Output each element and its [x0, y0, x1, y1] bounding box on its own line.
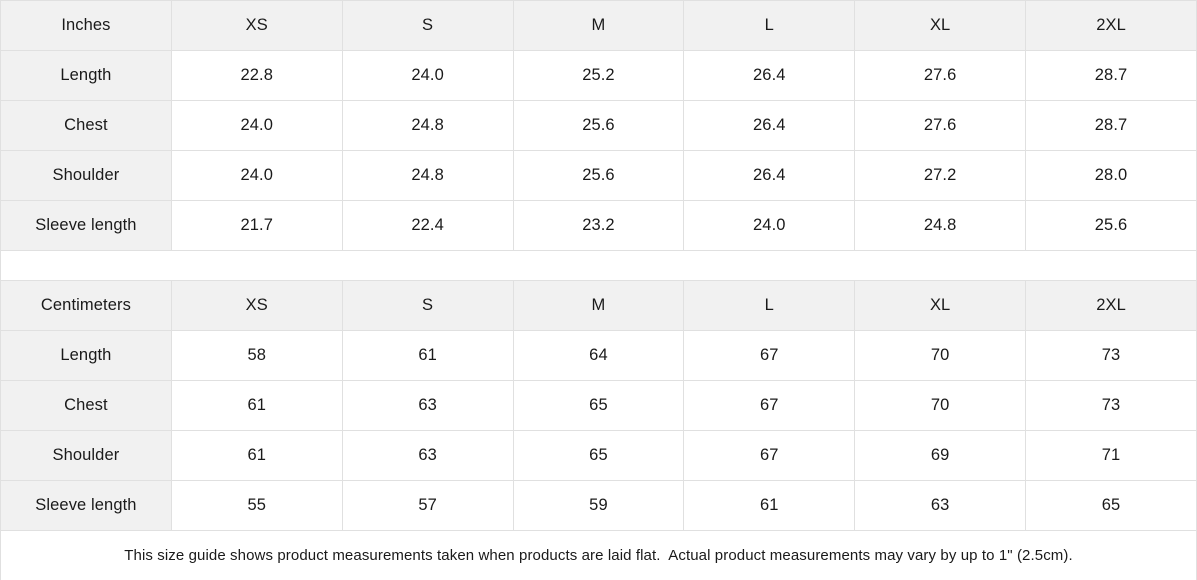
- centimeters-size-col-l: L: [683, 280, 856, 331]
- table-spacer-row: [0, 250, 1197, 281]
- inches-sleeve-length-xs: 21.7: [170, 200, 343, 251]
- centimeters-row-shoulder: Shoulder 61 63 65 67 69 71: [0, 430, 1197, 481]
- inches-unit-label: Inches: [0, 0, 172, 51]
- inches-label-length: Length: [0, 50, 172, 101]
- inches-shoulder-xl: 27.2: [854, 150, 1027, 201]
- inches-size-col-s: S: [341, 0, 514, 51]
- inches-sleeve-length-m: 23.2: [512, 200, 685, 251]
- inches-sleeve-length-xl: 24.8: [854, 200, 1027, 251]
- centimeters-unit-label: Centimeters: [0, 280, 172, 331]
- centimeters-chest-l: 67: [683, 380, 856, 431]
- inches-shoulder-l: 26.4: [683, 150, 856, 201]
- centimeters-header-row: Centimeters XS S M L XL 2XL: [0, 280, 1197, 331]
- inches-chest-2xl: 28.7: [1025, 100, 1197, 151]
- centimeters-size-col-xs: XS: [170, 280, 343, 331]
- centimeters-sleeve-length-s: 57: [341, 480, 514, 531]
- inches-length-xl: 27.6: [854, 50, 1027, 101]
- inches-shoulder-s: 24.8: [341, 150, 514, 201]
- centimeters-chest-s: 63: [341, 380, 514, 431]
- centimeters-row-length: Length 58 61 64 67 70 73: [0, 330, 1197, 381]
- inches-length-m: 25.2: [512, 50, 685, 101]
- centimeters-row-sleeve-length: Sleeve length 55 57 59 61 63 65: [0, 480, 1197, 531]
- inches-chest-s: 24.8: [341, 100, 514, 151]
- inches-row-length: Length 22.8 24.0 25.2 26.4 27.6 28.7: [0, 50, 1197, 101]
- centimeters-label-length: Length: [0, 330, 172, 381]
- inches-chest-l: 26.4: [683, 100, 856, 151]
- centimeters-size-col-s: S: [341, 280, 514, 331]
- centimeters-label-sleeve-length: Sleeve length: [0, 480, 172, 531]
- inches-length-l: 26.4: [683, 50, 856, 101]
- inches-size-col-xl: XL: [854, 0, 1027, 51]
- centimeters-shoulder-m: 65: [512, 430, 685, 481]
- centimeters-sleeve-length-xs: 55: [170, 480, 343, 531]
- centimeters-sleeve-length-xl: 63: [854, 480, 1027, 531]
- inches-shoulder-2xl: 28.0: [1025, 150, 1197, 201]
- centimeters-chest-xl: 70: [854, 380, 1027, 431]
- inches-chest-xl: 27.6: [854, 100, 1027, 151]
- size-guide-note: This size guide shows product measuremen…: [0, 530, 1197, 580]
- inches-label-sleeve-length: Sleeve length: [0, 200, 172, 251]
- centimeters-label-chest: Chest: [0, 380, 172, 431]
- inches-sleeve-length-2xl: 25.6: [1025, 200, 1197, 251]
- inches-row-shoulder: Shoulder 24.0 24.8 25.6 26.4 27.2 28.0: [0, 150, 1197, 201]
- inches-size-col-l: L: [683, 0, 856, 51]
- centimeters-label-shoulder: Shoulder: [0, 430, 172, 481]
- inches-label-chest: Chest: [0, 100, 172, 151]
- centimeters-sleeve-length-m: 59: [512, 480, 685, 531]
- centimeters-size-col-xl: XL: [854, 280, 1027, 331]
- inches-shoulder-m: 25.6: [512, 150, 685, 201]
- inches-size-col-m: M: [512, 0, 685, 51]
- centimeters-length-m: 64: [512, 330, 685, 381]
- centimeters-chest-2xl: 73: [1025, 380, 1197, 431]
- centimeters-shoulder-xl: 69: [854, 430, 1027, 481]
- inches-row-sleeve-length: Sleeve length 21.7 22.4 23.2 24.0 24.8 25.6: [0, 200, 1197, 251]
- centimeters-shoulder-l: 67: [683, 430, 856, 481]
- table-spacer-cell: [0, 250, 1197, 281]
- centimeters-length-l: 67: [683, 330, 856, 381]
- inches-length-s: 24.0: [341, 50, 514, 101]
- centimeters-row-chest: Chest 61 63 65 67 70 73: [0, 380, 1197, 431]
- centimeters-length-xs: 58: [170, 330, 343, 381]
- centimeters-size-col-m: M: [512, 280, 685, 331]
- inches-label-shoulder: Shoulder: [0, 150, 172, 201]
- inches-size-col-xs: XS: [170, 0, 343, 51]
- inches-chest-m: 25.6: [512, 100, 685, 151]
- inches-size-col-2xl: 2XL: [1025, 0, 1197, 51]
- inches-row-chest: Chest 24.0 24.8 25.6 26.4 27.6 28.7: [0, 100, 1197, 151]
- centimeters-length-2xl: 73: [1025, 330, 1197, 381]
- centimeters-length-s: 61: [341, 330, 514, 381]
- inches-length-2xl: 28.7: [1025, 50, 1197, 101]
- inches-chest-xs: 24.0: [170, 100, 343, 151]
- centimeters-size-col-2xl: 2XL: [1025, 280, 1197, 331]
- centimeters-chest-xs: 61: [170, 380, 343, 431]
- inches-header-row: Inches XS S M L XL 2XL: [0, 0, 1197, 51]
- centimeters-shoulder-s: 63: [341, 430, 514, 481]
- inches-shoulder-xs: 24.0: [170, 150, 343, 201]
- centimeters-chest-m: 65: [512, 380, 685, 431]
- inches-sleeve-length-s: 22.4: [341, 200, 514, 251]
- centimeters-sleeve-length-l: 61: [683, 480, 856, 531]
- note-row: This size guide shows product measuremen…: [0, 530, 1197, 580]
- centimeters-length-xl: 70: [854, 330, 1027, 381]
- centimeters-shoulder-2xl: 71: [1025, 430, 1197, 481]
- centimeters-sleeve-length-2xl: 65: [1025, 480, 1197, 531]
- centimeters-shoulder-xs: 61: [170, 430, 343, 481]
- inches-sleeve-length-l: 24.0: [683, 200, 856, 251]
- inches-length-xs: 22.8: [170, 50, 343, 101]
